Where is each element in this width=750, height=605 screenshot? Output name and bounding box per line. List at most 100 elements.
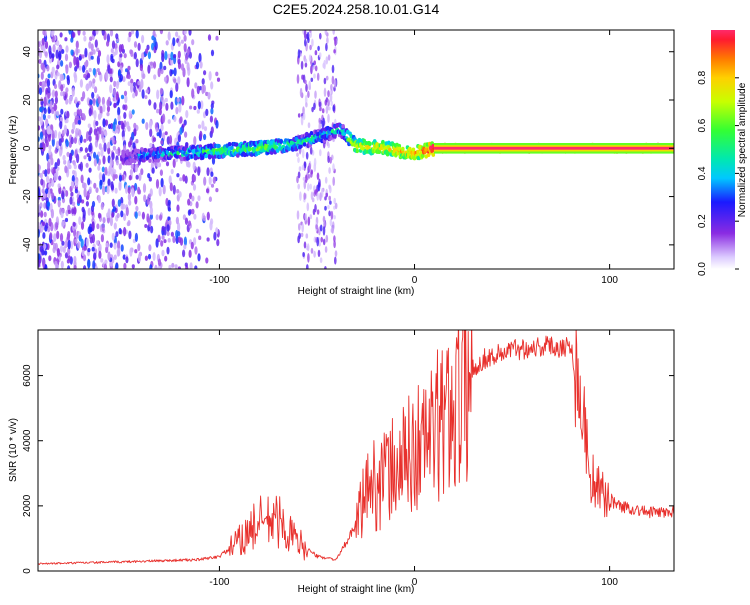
- noise-speck: [57, 183, 61, 189]
- noise-speck: [329, 185, 332, 194]
- noise-speck: [73, 265, 77, 269]
- noise-speck: [102, 103, 106, 113]
- noise-speck: [101, 96, 105, 106]
- noise-speck: [310, 65, 313, 75]
- noise-speck: [41, 37, 45, 46]
- noise-speck: [100, 202, 104, 210]
- noise-speck: [313, 102, 316, 111]
- noise-speck: [80, 238, 84, 249]
- noise-speck: [210, 183, 215, 188]
- noise-speck: [177, 76, 181, 85]
- noise-speck: [329, 92, 333, 103]
- noise-speck: [38, 125, 41, 131]
- noise-speck: [115, 159, 119, 166]
- noise-speck: [159, 169, 163, 176]
- noise-speck: [68, 30, 72, 35]
- noise-speck: [315, 224, 319, 230]
- noise-speck: [146, 213, 150, 223]
- ridge-cell: [420, 153, 425, 158]
- noise-speck: [196, 109, 200, 114]
- noise-speck: [307, 182, 310, 192]
- noise-speck: [127, 74, 131, 80]
- noise-speck: [118, 69, 122, 76]
- x-tick-label: 100: [601, 577, 618, 588]
- noise-speck: [317, 45, 320, 52]
- noise-speck: [184, 262, 188, 267]
- noise-speck: [316, 72, 320, 81]
- noise-speck: [172, 235, 176, 244]
- noise-speck: [48, 255, 52, 262]
- noise-speck: [69, 153, 73, 161]
- noise-speck: [168, 135, 173, 145]
- noise-speck: [113, 222, 117, 230]
- noise-speck: [304, 38, 307, 47]
- noise-speck: [324, 176, 328, 184]
- noise-speck: [89, 126, 93, 134]
- noise-speck: [175, 82, 179, 92]
- noise-speck: [79, 79, 83, 88]
- noise-speck: [152, 252, 156, 261]
- noise-speck: [159, 101, 163, 111]
- noise-speck: [172, 37, 176, 47]
- noise-speck: [134, 211, 138, 219]
- y-tick-label: 2000: [22, 494, 33, 517]
- noise-speck: [46, 65, 50, 72]
- noise-speck: [56, 248, 61, 257]
- noise-speck: [51, 179, 55, 188]
- ridge-cell: [333, 134, 337, 139]
- noise-speck: [299, 191, 302, 201]
- noise-speck: [149, 206, 153, 216]
- noise-speck: [297, 183, 301, 190]
- noise-speck: [184, 131, 188, 138]
- noise-speck: [51, 108, 55, 115]
- noise-speck: [160, 240, 164, 247]
- noise-speck: [43, 211, 47, 218]
- noise-speck: [203, 133, 207, 141]
- noise-speck: [160, 68, 164, 75]
- noise-speck: [184, 175, 188, 184]
- noise-speck: [153, 74, 157, 80]
- noise-speck: [296, 152, 299, 157]
- noise-speck: [88, 107, 92, 117]
- noise-speck: [44, 250, 48, 256]
- noise-speck: [201, 120, 205, 130]
- noise-speck: [182, 174, 186, 182]
- noise-speck: [55, 49, 59, 59]
- noise-speck: [183, 43, 187, 53]
- noise-speck: [216, 77, 221, 82]
- noise-speck: [310, 191, 314, 200]
- noise-speck: [41, 45, 45, 51]
- noise-speck: [45, 222, 49, 229]
- noise-speck: [39, 81, 43, 87]
- noise-speck: [167, 238, 171, 243]
- noise-speck: [38, 187, 41, 197]
- noise-speck: [325, 192, 329, 198]
- noise-speck: [92, 260, 96, 269]
- noise-speck: [318, 52, 322, 58]
- noise-speck: [328, 106, 331, 111]
- noise-speck: [116, 80, 120, 86]
- ridge-cell: [217, 144, 221, 149]
- noise-speck: [300, 60, 304, 70]
- noise-speck: [334, 250, 338, 257]
- noise-speck: [175, 216, 179, 225]
- noise-speck: [175, 31, 179, 37]
- noise-speck: [310, 77, 314, 83]
- noise-speck: [206, 167, 210, 177]
- noise-speck: [105, 246, 109, 254]
- noise-speck: [154, 264, 158, 269]
- noise-speck: [130, 49, 134, 58]
- noise-speck: [109, 261, 113, 267]
- noise-speck: [56, 40, 60, 47]
- noise-speck: [134, 249, 138, 254]
- noise-speck: [38, 203, 41, 213]
- noise-speck: [98, 143, 102, 150]
- noise-speck: [127, 35, 131, 43]
- noise-speck: [90, 55, 94, 60]
- noise-speck: [118, 120, 122, 126]
- noise-speck: [132, 142, 136, 149]
- noise-speck: [159, 87, 163, 95]
- noise-speck: [188, 192, 193, 200]
- noise-speck: [78, 129, 82, 138]
- noise-speck: [115, 33, 119, 40]
